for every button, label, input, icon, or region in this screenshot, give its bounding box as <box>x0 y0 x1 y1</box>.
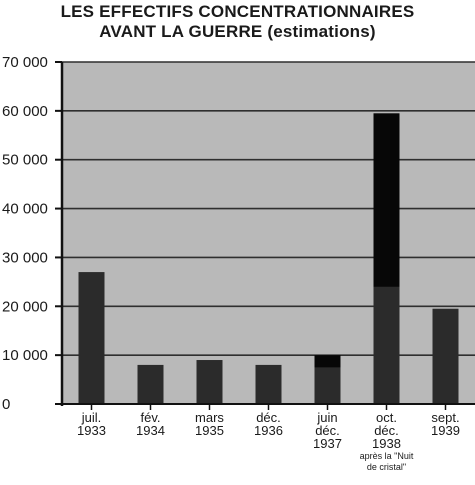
y-tick-label: 50 000 <box>2 152 48 169</box>
x-tick-label: déc. <box>256 410 281 425</box>
y-tick-label: 70 000 <box>2 54 48 71</box>
x-tick-label: juin <box>316 410 337 425</box>
bar <box>314 367 341 404</box>
x-tick-label: 1937 <box>313 436 342 451</box>
x-tick-label: mars <box>195 410 224 425</box>
x-tick-label: 1933 <box>77 423 106 438</box>
y-tick-label: 30 000 <box>2 249 48 266</box>
x-tick-label: oct. <box>376 410 397 425</box>
annotation-label: après la "Nuit <box>360 451 414 461</box>
y-tick-label: 10 000 <box>2 347 48 364</box>
x-tick-label: sept. <box>431 410 459 425</box>
x-tick-label: fév. <box>141 410 161 425</box>
y-tick-label: 60 000 <box>2 103 48 120</box>
chart-title-line-2: AVANT LA GUERRE (estimations) <box>99 22 376 41</box>
plot-area <box>62 62 475 404</box>
annotation-label: de cristal" <box>367 462 406 472</box>
y-tick-label: 20 000 <box>2 298 48 315</box>
y-tick-label: 0 <box>2 396 10 413</box>
x-tick-label: juil. <box>81 410 102 425</box>
x-tick-label: 1939 <box>431 423 460 438</box>
x-tick-label: 1935 <box>195 423 224 438</box>
bar <box>137 364 164 404</box>
x-tick-label: déc. <box>315 423 340 438</box>
bar <box>78 272 105 404</box>
x-tick-label: 1938 <box>372 436 401 451</box>
bar <box>255 364 282 404</box>
x-tick-label: 1936 <box>254 423 283 438</box>
x-tick-label: déc. <box>374 423 399 438</box>
x-tick-label: 1934 <box>136 423 165 438</box>
bar <box>432 308 459 404</box>
y-tick-label: 40 000 <box>2 201 48 218</box>
chart-title: LES EFFECTIFS CONCENTRATIONNAIRES AVANT … <box>0 2 475 42</box>
bar <box>196 360 223 404</box>
chart-title-line-1: LES EFFECTIFS CONCENTRATIONNAIRES <box>60 2 415 21</box>
bar <box>373 286 400 404</box>
